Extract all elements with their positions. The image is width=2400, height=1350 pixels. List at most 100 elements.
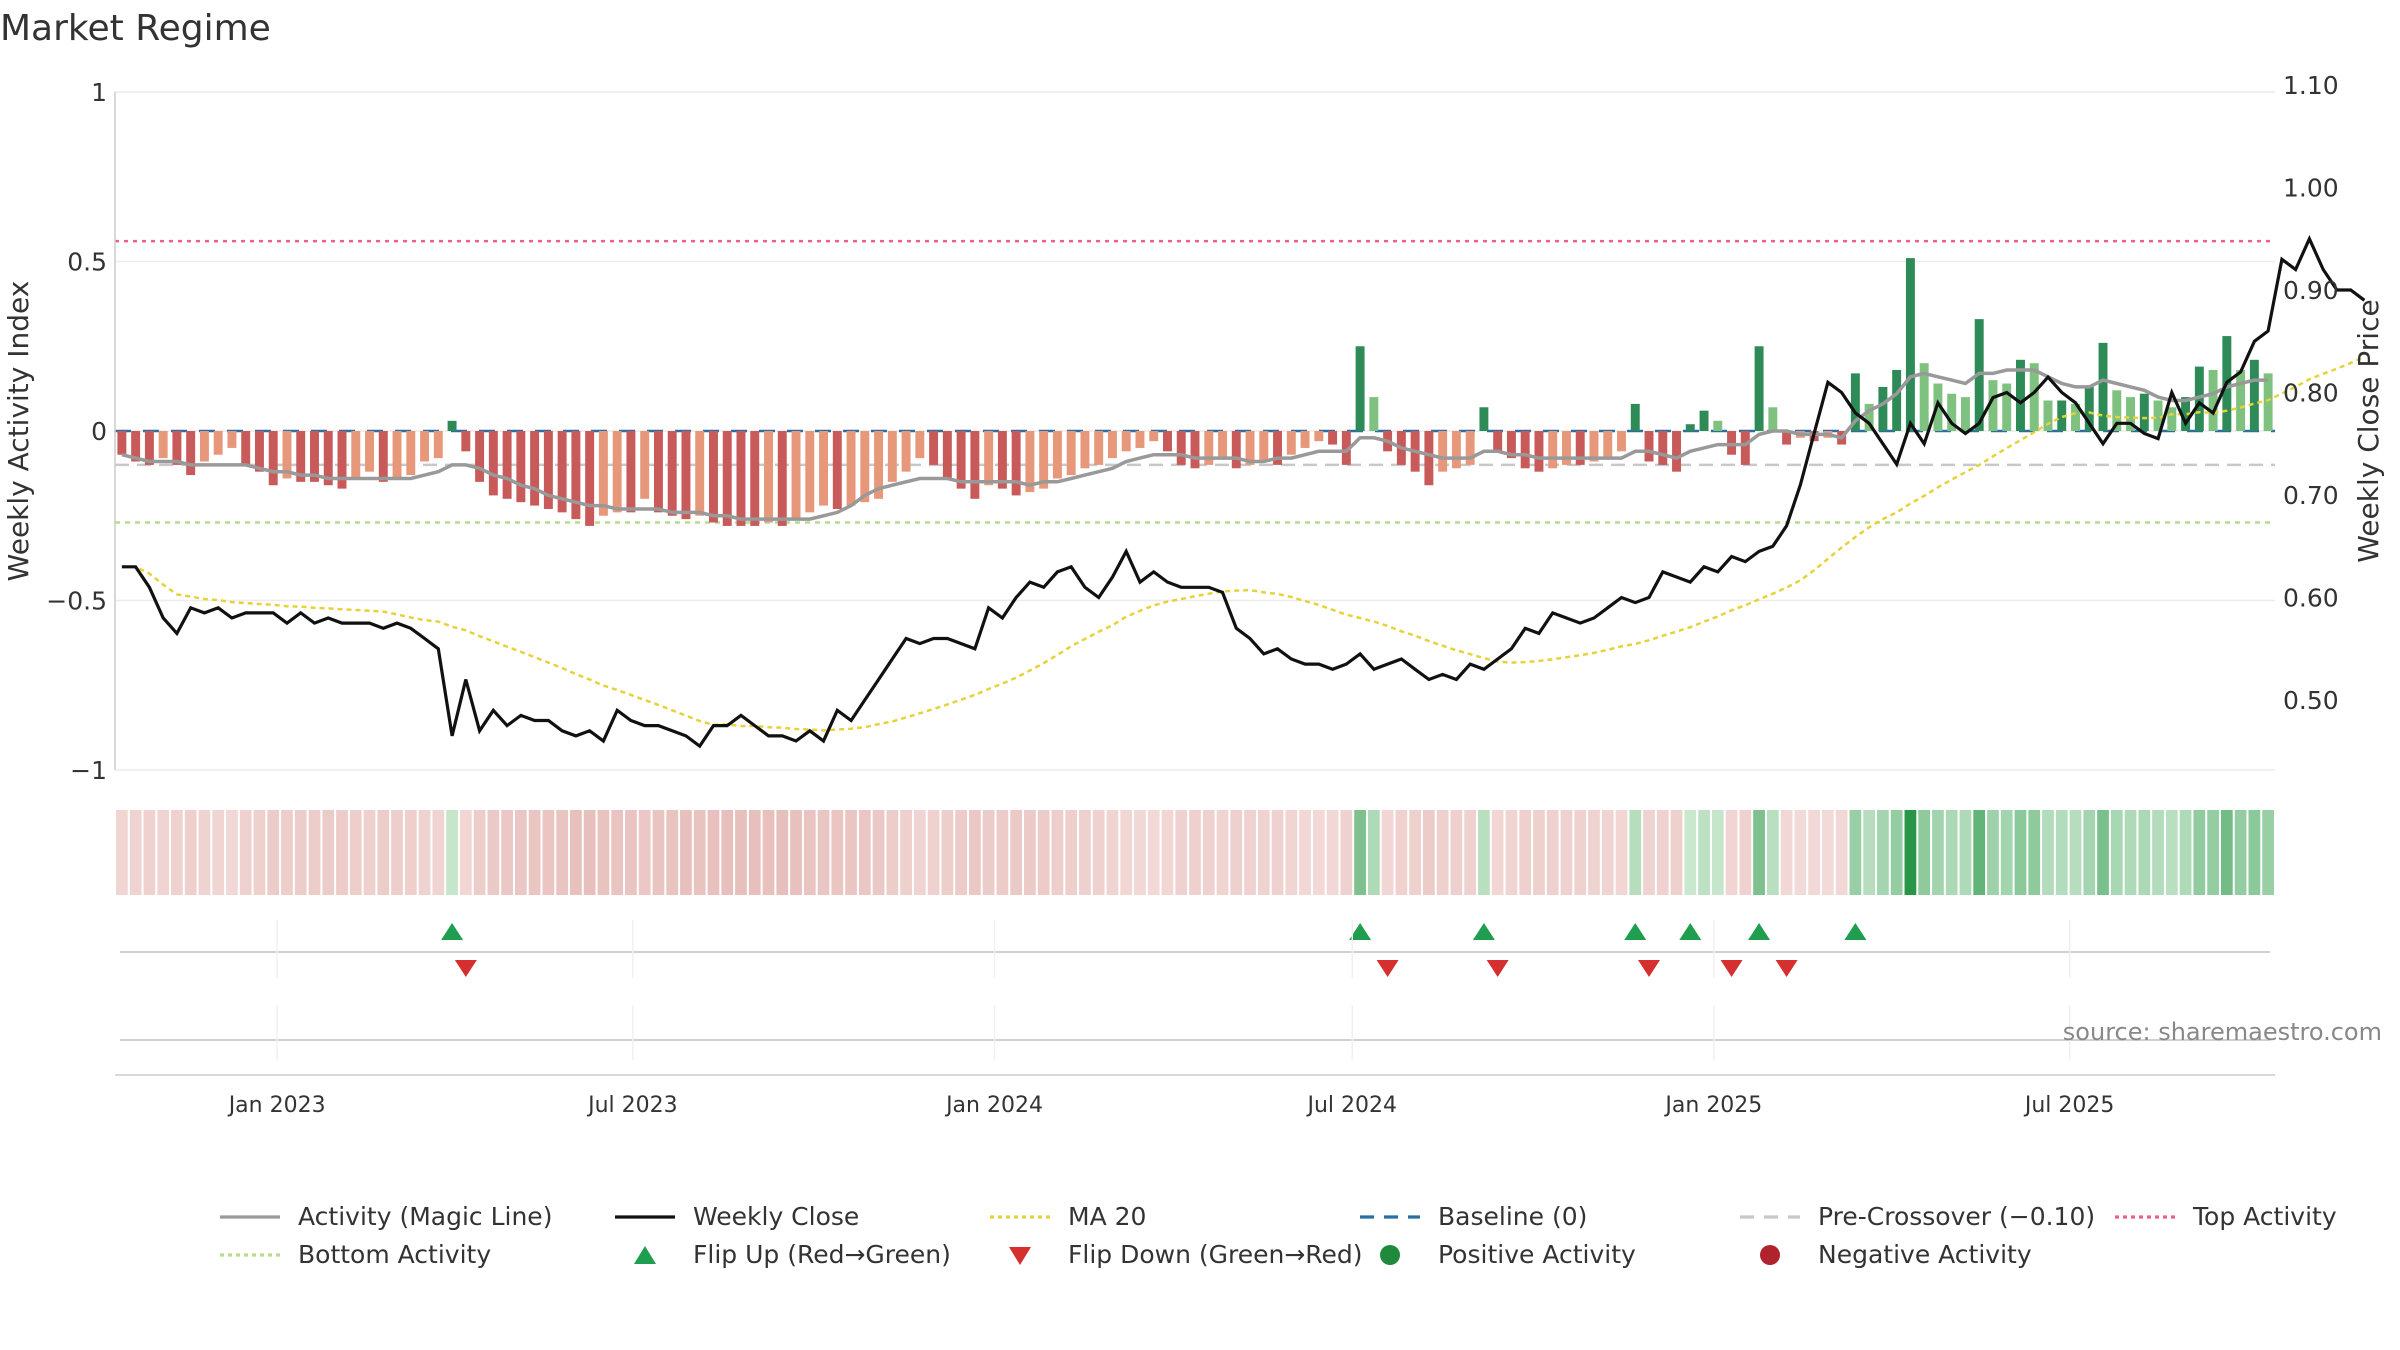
- activity-bar: [1493, 431, 1503, 452]
- regime-cell: [294, 810, 307, 895]
- left-tick-label: 0.5: [67, 248, 107, 277]
- regime-cell: [1106, 810, 1119, 895]
- regime-cell: [1147, 810, 1160, 895]
- activity-bar: [1947, 393, 1957, 431]
- legend-item-pre-crossover: Pre-Crossover (−0.10): [1740, 1202, 2095, 1231]
- activity-bar: [2126, 397, 2136, 431]
- regime-cell: [776, 810, 789, 895]
- legend-label: Negative Activity: [1818, 1240, 2032, 1269]
- activity-bar: [1025, 431, 1035, 493]
- regime-cell: [625, 810, 637, 895]
- activity-bar: [351, 431, 361, 479]
- left-axis-label: Weekly Activity Index: [2, 281, 35, 582]
- legend-item-negative: Negative Activity: [1740, 1240, 2032, 1269]
- activity-bar: [1575, 431, 1585, 465]
- regime-cell: [129, 810, 142, 895]
- legend-item-top-activity: Top Activity: [2115, 1202, 2337, 1231]
- regime-cell: [1601, 810, 1614, 895]
- activity-bar: [1534, 431, 1544, 472]
- regime-cell: [2234, 810, 2247, 895]
- regime-cell: [748, 810, 761, 895]
- regime-cell: [900, 810, 912, 895]
- regime-cell: [735, 810, 747, 895]
- regime-cell: [2124, 810, 2137, 895]
- regime-cell: [680, 810, 692, 895]
- activity-bar: [1341, 431, 1351, 465]
- activity-bar: [750, 431, 760, 526]
- regime-cell: [198, 810, 211, 895]
- activity-bar: [2153, 400, 2163, 431]
- regime-cell: [1932, 810, 1944, 895]
- activity-bar: [310, 431, 319, 482]
- regime-cell: [212, 810, 225, 895]
- activity-bar: [653, 431, 663, 513]
- activity-bar: [392, 431, 402, 479]
- regime-cell: [1629, 810, 1642, 895]
- regime-cell: [1918, 810, 1931, 895]
- activity-bar: [268, 431, 278, 486]
- regime-cell: [349, 810, 362, 895]
- line-series: [121, 234, 2366, 749]
- regime-cell: [267, 810, 280, 895]
- regime-cell: [1863, 810, 1876, 895]
- activity-bar: [1589, 431, 1599, 462]
- regime-cell: [404, 810, 417, 895]
- activity-bar: [1672, 431, 1681, 472]
- activity-bar: [1438, 431, 1448, 472]
- activity-bar: [571, 431, 581, 520]
- right-axis-label: Weekly Close Price: [2352, 299, 2385, 562]
- regime-cell: [1299, 810, 1311, 895]
- activity-bar: [1740, 431, 1750, 465]
- regime-cell: [693, 810, 706, 895]
- regime-cell: [2014, 810, 2027, 895]
- activity-bar: [1479, 407, 1489, 431]
- activity-bar: [2029, 363, 2039, 431]
- activity-bar: [254, 431, 264, 472]
- regime-cell: [2138, 810, 2151, 895]
- activity-bar: [1039, 431, 1049, 489]
- activity-bar: [1355, 346, 1365, 431]
- regime-cell: [2220, 810, 2233, 895]
- activity-bar: [241, 431, 251, 465]
- legend-label: Top Activity: [2193, 1202, 2337, 1231]
- reference-lines: [115, 239, 2275, 524]
- activity-bar: [475, 431, 485, 482]
- activity-bar: [791, 431, 801, 520]
- regime-cell: [831, 810, 844, 895]
- regime-cell: [2152, 810, 2164, 895]
- regime-cell: [2248, 810, 2261, 895]
- ma20-line: [121, 355, 2365, 732]
- regime-cell: [2055, 810, 2068, 895]
- activity-bar: [1121, 431, 1131, 452]
- activity-bar: [2263, 373, 2273, 431]
- regime-cell: [2097, 810, 2109, 895]
- flip-up-marker: [1679, 923, 1702, 940]
- positive-swatch: [1380, 1244, 1400, 1265]
- regime-cell: [1478, 810, 1490, 895]
- activity-bar: [365, 431, 374, 472]
- regime-cell: [501, 810, 513, 895]
- regime-cell: [2207, 810, 2219, 895]
- regime-cell: [913, 810, 926, 895]
- activity-bar: [1768, 407, 1778, 431]
- activity-bar: [1314, 431, 1324, 442]
- regime-cell: [253, 810, 266, 895]
- top-activity-swatch: [2115, 1214, 2175, 1219]
- activity-bar: [598, 431, 608, 516]
- regime-cell: [762, 810, 775, 895]
- activity-bar: [1107, 431, 1117, 459]
- activity-bar: [488, 431, 498, 496]
- activity-bar: [1644, 431, 1654, 462]
- regime-cell: [363, 810, 376, 895]
- regime-cell: [1987, 810, 1999, 895]
- regime-cell: [1519, 810, 1532, 895]
- regime-cell: [1230, 810, 1243, 895]
- activity-bar: [433, 431, 443, 459]
- activity-bar: [213, 431, 223, 455]
- activity-bar: [144, 431, 154, 465]
- activity-bar: [1506, 431, 1516, 459]
- activity-bar: [695, 431, 705, 516]
- activity-bar: [447, 420, 457, 431]
- regime-cell: [281, 810, 293, 895]
- regime-cell: [968, 810, 981, 895]
